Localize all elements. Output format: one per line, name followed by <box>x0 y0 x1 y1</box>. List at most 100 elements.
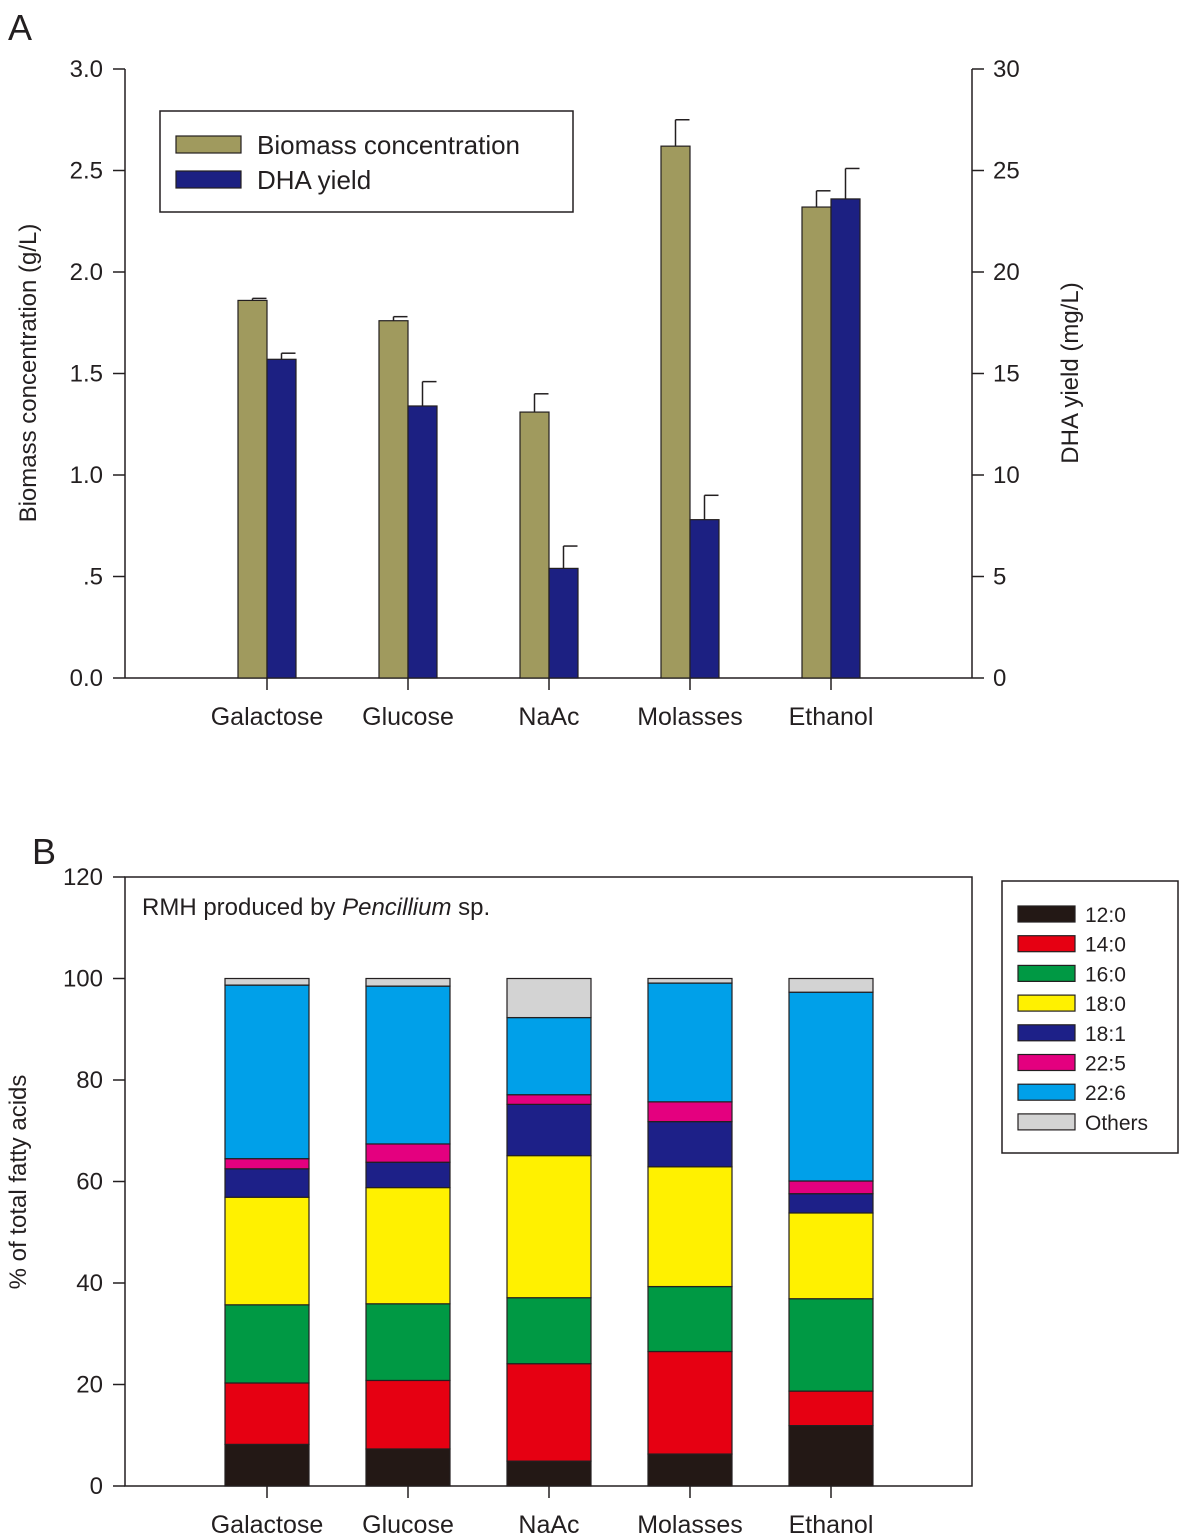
segment-18-0-naac <box>506 1155 592 1299</box>
panel-a-category-labels: Galactose Glucose NaAc Molasses Ethanol <box>211 703 874 731</box>
segment-16-0-galactose <box>224 1304 310 1384</box>
segment-14-0-galactose <box>224 1382 310 1445</box>
bar-biomass-concentration-molasses <box>660 145 691 679</box>
legend-label-14-0: 14:0 <box>1085 934 1126 957</box>
segment-18-1-molasses <box>647 1121 733 1168</box>
segment-12-0-glucose <box>365 1448 451 1487</box>
segment-others-molasses <box>647 977 733 984</box>
legend-swatch-dha-yield <box>175 170 242 189</box>
panel-b-label: B <box>32 831 56 872</box>
bar-dha-yield-ethanol <box>830 198 861 679</box>
panel-b-annotation: RMH produced by Pencillium sp. <box>142 894 490 921</box>
legend-label-22-5: 22:5 <box>1085 1053 1126 1076</box>
bar-dha-yield-molasses <box>689 519 720 679</box>
left-tick-label: 2.5 <box>70 158 103 185</box>
legend-swatch-others <box>1017 1113 1076 1131</box>
legend-label-18-1: 18:1 <box>1085 1023 1126 1046</box>
panel-b-y-axis-title: % of total fatty acids <box>5 1075 32 1290</box>
segment-22-6-glucose <box>365 985 451 1145</box>
panel-b-x-ticks <box>266 1486 832 1498</box>
bar-biomass-concentration-galactose <box>237 299 268 679</box>
segment-16-0-naac <box>506 1297 592 1365</box>
segment-22-6-molasses <box>647 982 733 1103</box>
segment-16-0-ethanol <box>788 1298 874 1392</box>
category-label-naac: NaAc <box>518 703 579 731</box>
category-label-ethanol: Ethanol <box>789 703 874 731</box>
segment-12-0-naac <box>506 1460 592 1487</box>
panel-b-stacked-bars <box>224 977 874 1487</box>
segment-14-0-glucose <box>365 1379 451 1450</box>
y-tick-label: 80 <box>76 1067 103 1094</box>
segment-22-5-glucose <box>365 1143 451 1163</box>
category-label-glucose: Glucose <box>362 703 454 731</box>
segment-14-0-naac <box>506 1363 592 1462</box>
segment-22-5-molasses <box>647 1101 733 1123</box>
annotation-organism: Pencillium <box>342 894 451 921</box>
right-tick-label: 20 <box>993 259 1020 286</box>
left-tick-label: 2.0 <box>70 259 103 286</box>
legend-swatch-18-1 <box>1017 1024 1076 1042</box>
annotation-prefix: RMH produced by <box>142 894 342 921</box>
legend-label-dha-yield: DHA yield <box>257 165 371 195</box>
category-label-molasses: Molasses <box>637 703 743 731</box>
panel-a-legend: Biomass concentration DHA yield <box>159 110 574 213</box>
panel-a: A 0.0 .5 1.0 1.5 2.0 2.5 3.0 0 5 10 15 20 25 30 Gala… <box>8 7 1084 731</box>
bar-biomass-concentration-naac <box>519 411 550 679</box>
y-tick-label: 120 <box>63 864 103 891</box>
category-label-glucose: Glucose <box>362 1511 454 1538</box>
segment-14-0-molasses <box>647 1350 733 1455</box>
panel-b-legend: 12:0 14:0 16:0 18:0 18:1 22:5 22:6 Others <box>1001 880 1179 1154</box>
segment-others-galactose <box>224 977 310 986</box>
panel-a-label: A <box>8 7 32 48</box>
legend-label-22-6: 22:6 <box>1085 1082 1126 1105</box>
legend-label-biomass: Biomass concentration <box>257 130 520 160</box>
segment-18-0-galactose <box>224 1196 310 1306</box>
panel-a-bars <box>237 145 861 679</box>
legend-swatch-22-5 <box>1017 1053 1076 1072</box>
panel-a-legend-frame <box>159 110 574 213</box>
left-tick-label: 0.0 <box>70 665 103 692</box>
segment-22-5-galactose <box>224 1158 310 1170</box>
legend-label-12-0: 12:0 <box>1085 904 1126 927</box>
right-tick-label: 0 <box>993 665 1006 692</box>
segment-12-0-ethanol <box>788 1425 874 1487</box>
segment-18-1-galactose <box>224 1168 310 1198</box>
category-label-galactose: Galactose <box>211 703 324 731</box>
y-tick-label: 100 <box>63 966 103 993</box>
panel-b: B 0 20 40 60 80 100 120 Galactose Glucose NaAc Mo… <box>5 831 1179 1538</box>
panel-b-legend-frame <box>1001 880 1179 1154</box>
legend-swatch-22-6 <box>1017 1083 1076 1101</box>
right-tick-label: 5 <box>993 564 1006 591</box>
panel-b-category-labels: Galactose Glucose NaAc Molasses Ethanol <box>211 1511 874 1538</box>
y-tick-label: 60 <box>76 1169 103 1196</box>
segment-18-1-ethanol <box>788 1193 874 1214</box>
legend-swatch-12-0 <box>1017 905 1076 923</box>
segment-others-naac <box>506 977 592 1019</box>
right-tick-label: 15 <box>993 361 1020 388</box>
legend-label-others: Others <box>1085 1112 1148 1135</box>
segment-22-6-galactose <box>224 984 310 1160</box>
legend-swatch-14-0 <box>1017 935 1076 953</box>
legend-swatch-18-0 <box>1017 994 1076 1012</box>
panel-a-right-ticks: 0 5 10 15 20 25 30 <box>972 56 1020 692</box>
segment-others-ethanol <box>788 977 874 993</box>
annotation-suffix: sp. <box>451 894 490 921</box>
right-tick-label: 25 <box>993 158 1020 185</box>
segment-12-0-galactose <box>224 1443 310 1487</box>
segment-18-1-naac <box>506 1103 592 1157</box>
panel-b-y-ticks: 0 20 40 60 80 100 120 <box>63 864 125 1500</box>
category-label-galactose: Galactose <box>211 1511 324 1538</box>
segment-14-0-ethanol <box>788 1390 874 1427</box>
panel-a-y-axis-title: Biomass concentration (g/L) <box>15 224 42 523</box>
category-label-ethanol: Ethanol <box>789 1511 874 1538</box>
segment-18-0-ethanol <box>788 1212 874 1300</box>
bar-dha-yield-naac <box>548 567 579 679</box>
panel-a-y2-axis-title: DHA yield (mg/L) <box>1057 282 1084 463</box>
panel-b-legend-items: 12:0 14:0 16:0 18:0 18:1 22:5 22:6 Others <box>1017 904 1148 1135</box>
left-tick-label: 1.0 <box>70 462 103 489</box>
bar-biomass-concentration-ethanol <box>801 206 832 679</box>
y-tick-label: 40 <box>76 1270 103 1297</box>
legend-label-18-0: 18:0 <box>1085 993 1126 1016</box>
left-tick-label: 1.5 <box>70 361 103 388</box>
